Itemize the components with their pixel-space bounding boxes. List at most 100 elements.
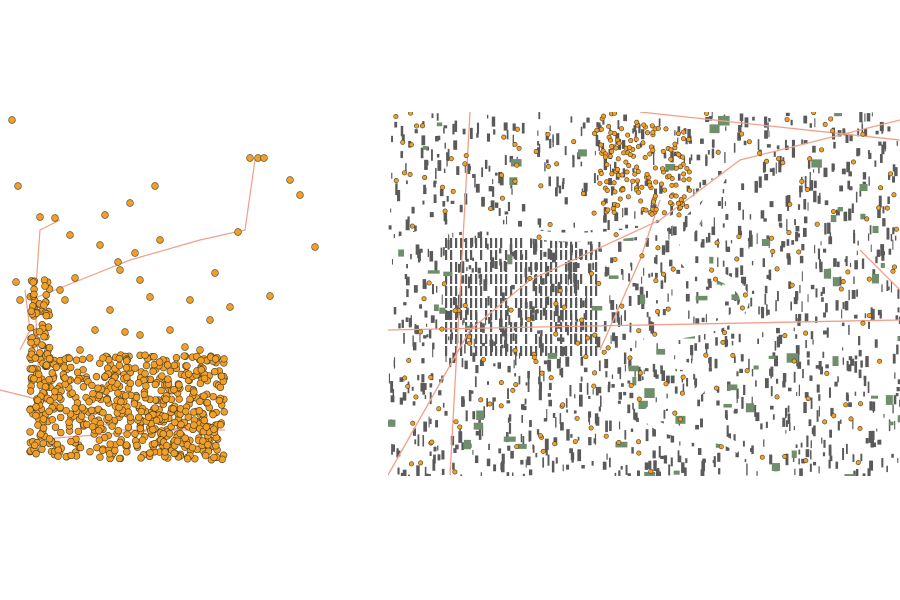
building-footprint <box>624 310 627 321</box>
point-marker <box>571 139 577 145</box>
building-footprint <box>895 315 899 321</box>
point-marker <box>141 351 149 359</box>
point-marker <box>87 406 96 415</box>
building-footprint <box>820 366 824 375</box>
building-footprint <box>791 147 796 158</box>
park-area <box>870 395 879 399</box>
building-footprint <box>836 261 840 268</box>
point-marker <box>681 129 687 135</box>
building-footprint <box>575 322 578 332</box>
building-footprint <box>621 140 626 149</box>
building-footprint <box>406 263 408 269</box>
building-footprint <box>455 274 458 284</box>
building-footprint <box>892 176 896 183</box>
point-marker <box>28 365 36 373</box>
building-footprint <box>726 425 729 437</box>
building-footprint <box>794 468 796 476</box>
point-marker <box>746 139 752 145</box>
point-marker <box>8 116 16 124</box>
building-footprint <box>598 406 601 412</box>
building-footprint <box>741 183 745 191</box>
point-marker <box>612 256 618 262</box>
building-footprint <box>575 318 579 322</box>
building-footprint <box>398 323 401 329</box>
building-footprint <box>823 439 826 448</box>
building-footprint <box>862 172 867 180</box>
building-footprint <box>688 310 690 319</box>
building-footprint <box>608 381 611 389</box>
building-footprint <box>446 310 451 320</box>
building-footprint <box>674 355 676 363</box>
building-footprint <box>507 445 511 451</box>
building-footprint <box>705 154 707 167</box>
building-footprint <box>695 256 699 263</box>
building-footprint <box>525 250 528 260</box>
building-footprint <box>852 419 854 430</box>
building-footprint <box>510 346 513 356</box>
point-marker <box>452 308 458 314</box>
building-footprint <box>550 346 553 356</box>
building-footprint <box>433 181 436 188</box>
building-footprint <box>653 188 658 198</box>
building-footprint <box>478 429 482 440</box>
building-footprint <box>455 322 458 332</box>
building-footprint <box>849 186 853 191</box>
point-marker <box>106 306 114 314</box>
building-footprint <box>546 409 548 420</box>
building-footprint <box>624 207 628 216</box>
building-footprint <box>525 334 528 344</box>
building-footprint <box>507 365 511 373</box>
building-footprint <box>510 334 513 344</box>
point-marker <box>170 361 179 370</box>
point-marker <box>170 386 178 394</box>
building-footprint <box>423 335 427 339</box>
building-footprint <box>789 422 791 431</box>
building-footprint <box>512 123 516 131</box>
point-marker <box>714 385 720 391</box>
point-marker <box>831 413 837 419</box>
park-area <box>615 441 628 448</box>
building-footprint <box>480 298 483 308</box>
building-footprint <box>586 382 589 395</box>
park-area <box>791 450 797 458</box>
point-marker <box>165 430 174 438</box>
building-footprint <box>545 346 548 356</box>
building-footprint <box>525 459 527 468</box>
building-footprint <box>450 286 453 296</box>
building-footprint <box>693 316 695 324</box>
point-marker <box>62 406 70 415</box>
building-footprint <box>610 335 612 344</box>
building-footprint <box>550 262 553 272</box>
building-footprint <box>542 457 545 468</box>
building-footprint <box>527 383 530 393</box>
building-footprint <box>555 187 558 197</box>
left-point-map <box>0 116 319 464</box>
point-marker <box>561 304 567 310</box>
building-footprint <box>540 334 543 344</box>
building-footprint <box>393 357 396 369</box>
building-footprint <box>462 128 466 135</box>
building-footprint <box>576 263 580 269</box>
building-footprint <box>707 232 711 243</box>
building-footprint <box>435 420 439 428</box>
park-area <box>897 335 900 342</box>
building-footprint <box>565 356 570 367</box>
building-footprint <box>811 427 814 435</box>
building-footprint <box>887 126 891 132</box>
building-footprint <box>686 377 689 387</box>
building-footprint <box>580 298 583 308</box>
building-footprint <box>797 204 801 210</box>
building-footprint <box>730 240 733 244</box>
building-footprint <box>788 387 792 392</box>
building-footprint <box>765 421 768 428</box>
building-footprint <box>782 381 786 388</box>
building-footprint <box>521 254 524 260</box>
point-marker <box>166 367 175 375</box>
building-footprint <box>490 298 493 308</box>
point-marker <box>650 129 656 135</box>
building-footprint <box>486 114 489 119</box>
point-marker <box>54 452 62 460</box>
building-footprint <box>430 315 435 323</box>
building-footprint <box>795 225 800 232</box>
building-footprint <box>740 120 743 128</box>
